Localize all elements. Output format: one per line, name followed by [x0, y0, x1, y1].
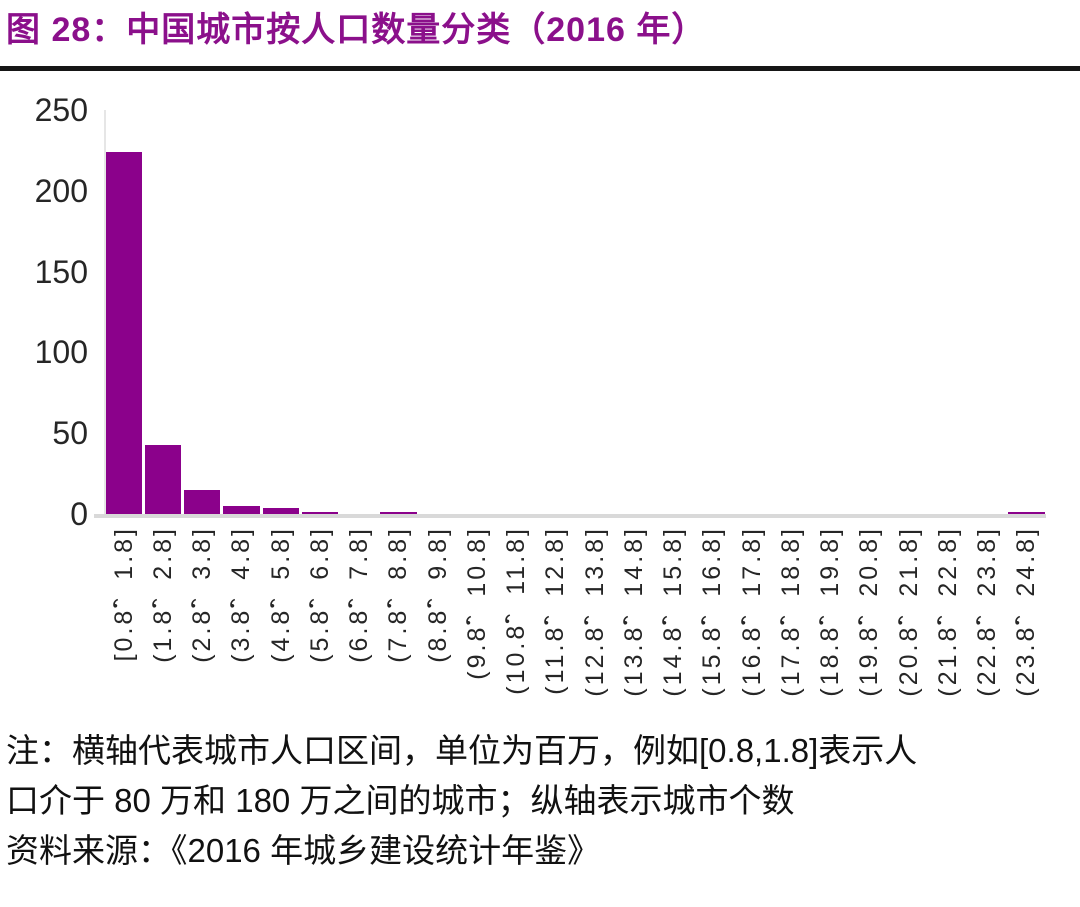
x-axis-tick-label: (21.8，22.8] [933, 526, 962, 697]
x-axis-tick-slot: (19.8，20.8] [850, 526, 889, 697]
x-axis-tick-slot: (10.8，11.8] [497, 526, 536, 695]
x-axis-tick-label: (10.8，11.8] [502, 526, 531, 695]
x-axis-tick-slot: (4.8，5.8] [261, 526, 300, 663]
x-axis-tick-label: (1.8，2.8] [148, 526, 177, 663]
x-axis-tick-label: (4.8，5.8] [266, 526, 295, 663]
x-axis-tick-slot: (18.8，19.8] [811, 526, 850, 697]
note-line-1: 注：横轴代表城市人口区间，单位为百万，例如[0.8,1.8]表示人 [6, 732, 918, 769]
x-axis-tick-slot: (8.8，9.8] [418, 526, 457, 663]
x-axis-tick-label: (15.8，16.8] [698, 526, 727, 697]
x-axis-tick-label: (2.8，3.8] [188, 526, 217, 663]
x-axis-tick-slot: (11.8，12.8] [536, 526, 575, 695]
x-axis-tick-label: (3.8，4.8] [227, 526, 256, 663]
note-line-2: 口介于 80 万和 180 万之间的城市；纵轴表示城市个数 [6, 782, 795, 819]
x-axis-tick-label: [0.8，1.8] [109, 526, 138, 662]
x-axis-tick-label: (6.8，7.8] [345, 526, 374, 663]
x-axis-tick-slot: (22.8，23.8] [968, 526, 1007, 697]
x-axis-tick-slot: (16.8，17.8] [732, 526, 771, 697]
bar-(2.8，3.8] [184, 489, 221, 514]
source-line: 资料来源：《2016 年城乡建设统计年鉴》 [6, 832, 601, 869]
x-axis-tick-label: (16.8，17.8] [737, 526, 766, 697]
x-axis-tick-slot: (23.8，24.8] [1007, 526, 1046, 697]
x-axis-tick-label: (22.8，23.8] [973, 526, 1002, 697]
bar-(3.8，4.8] [223, 505, 260, 514]
x-axis-tick-slot: (7.8，8.8] [379, 526, 418, 663]
x-axis-tick-slot: (6.8，7.8] [340, 526, 379, 663]
x-axis-tick-slot: (12.8，13.8] [575, 526, 614, 697]
x-axis-tick-slot: (3.8，4.8] [222, 526, 261, 663]
y-axis-tick-label: 150 [34, 253, 88, 290]
x-axis-tick-slot: (1.8，2.8] [143, 526, 182, 663]
x-axis-tick-label: (13.8，14.8] [619, 526, 648, 697]
x-axis-tick-label: (12.8，13.8] [580, 526, 609, 697]
x-axis-tick-label: (20.8，21.8] [894, 526, 923, 697]
bar-(4.8，5.8] [262, 507, 299, 514]
title-divider-line [0, 66, 1080, 71]
x-axis-baseline [94, 514, 1046, 518]
bar-(1.8，2.8] [144, 444, 181, 514]
y-axis-tick-label: 50 [52, 415, 88, 452]
x-axis-tick-slot: (9.8，10.8] [457, 526, 496, 680]
x-axis-tick-slot: (15.8，16.8] [693, 526, 732, 697]
x-axis-tick-slot: (13.8，14.8] [614, 526, 653, 697]
x-axis-tick-slot: (5.8，6.8] [300, 526, 339, 663]
x-axis-tick-slot: (17.8，18.8] [771, 526, 810, 697]
bar-[0.8，1.8] [105, 152, 142, 514]
y-axis-tick-label: 200 [34, 172, 88, 209]
chart-notes: 注：横轴代表城市人口区间，单位为百万，例如[0.8,1.8]表示人 口介于 80… [6, 726, 1074, 876]
x-axis-tick-label: (7.8，8.8] [384, 526, 413, 663]
bar-(23.8，24.8] [1008, 512, 1045, 514]
x-axis-tick-label: (11.8，12.8] [541, 526, 570, 695]
y-axis-line [104, 110, 106, 514]
bar-(7.8，8.8] [380, 512, 417, 514]
x-axis-tick-slot: (21.8，22.8] [928, 526, 967, 697]
x-axis-tick-label: (8.8，9.8] [423, 526, 452, 663]
x-axis-tick-slot: (20.8，21.8] [889, 526, 928, 697]
x-axis-tick-label: (9.8，10.8] [462, 526, 491, 680]
x-axis-tick-slot: (2.8，3.8] [183, 526, 222, 663]
figure-title: 图 28：中国城市按人口数量分类（2016 年） [6, 11, 707, 49]
x-axis-tick-label: (18.8，19.8] [816, 526, 845, 697]
x-axis-tick-slot: [0.8，1.8] [104, 526, 143, 661]
y-axis-tick-label: 250 [34, 92, 88, 128]
x-axis-tick-slot: (14.8，15.8] [654, 526, 693, 697]
x-axis-tick-label: (23.8，24.8] [1012, 526, 1041, 697]
bar-(5.8，6.8] [301, 512, 338, 514]
y-axis-tick-label: 0 [70, 496, 88, 532]
x-axis-tick-label: (19.8，20.8] [855, 526, 884, 697]
x-axis-tick-label: (17.8，18.8] [776, 526, 805, 697]
bar-chart: 0 50 100 150 200 250 [0.8，1.8] (1.8，2.8] (2.8，3… [0, 90, 1080, 730]
x-axis-tick-label: (5.8，6.8] [305, 526, 334, 663]
x-axis-tick-label: (14.8，15.8] [659, 526, 688, 697]
y-axis-tick-label: 100 [34, 334, 88, 371]
